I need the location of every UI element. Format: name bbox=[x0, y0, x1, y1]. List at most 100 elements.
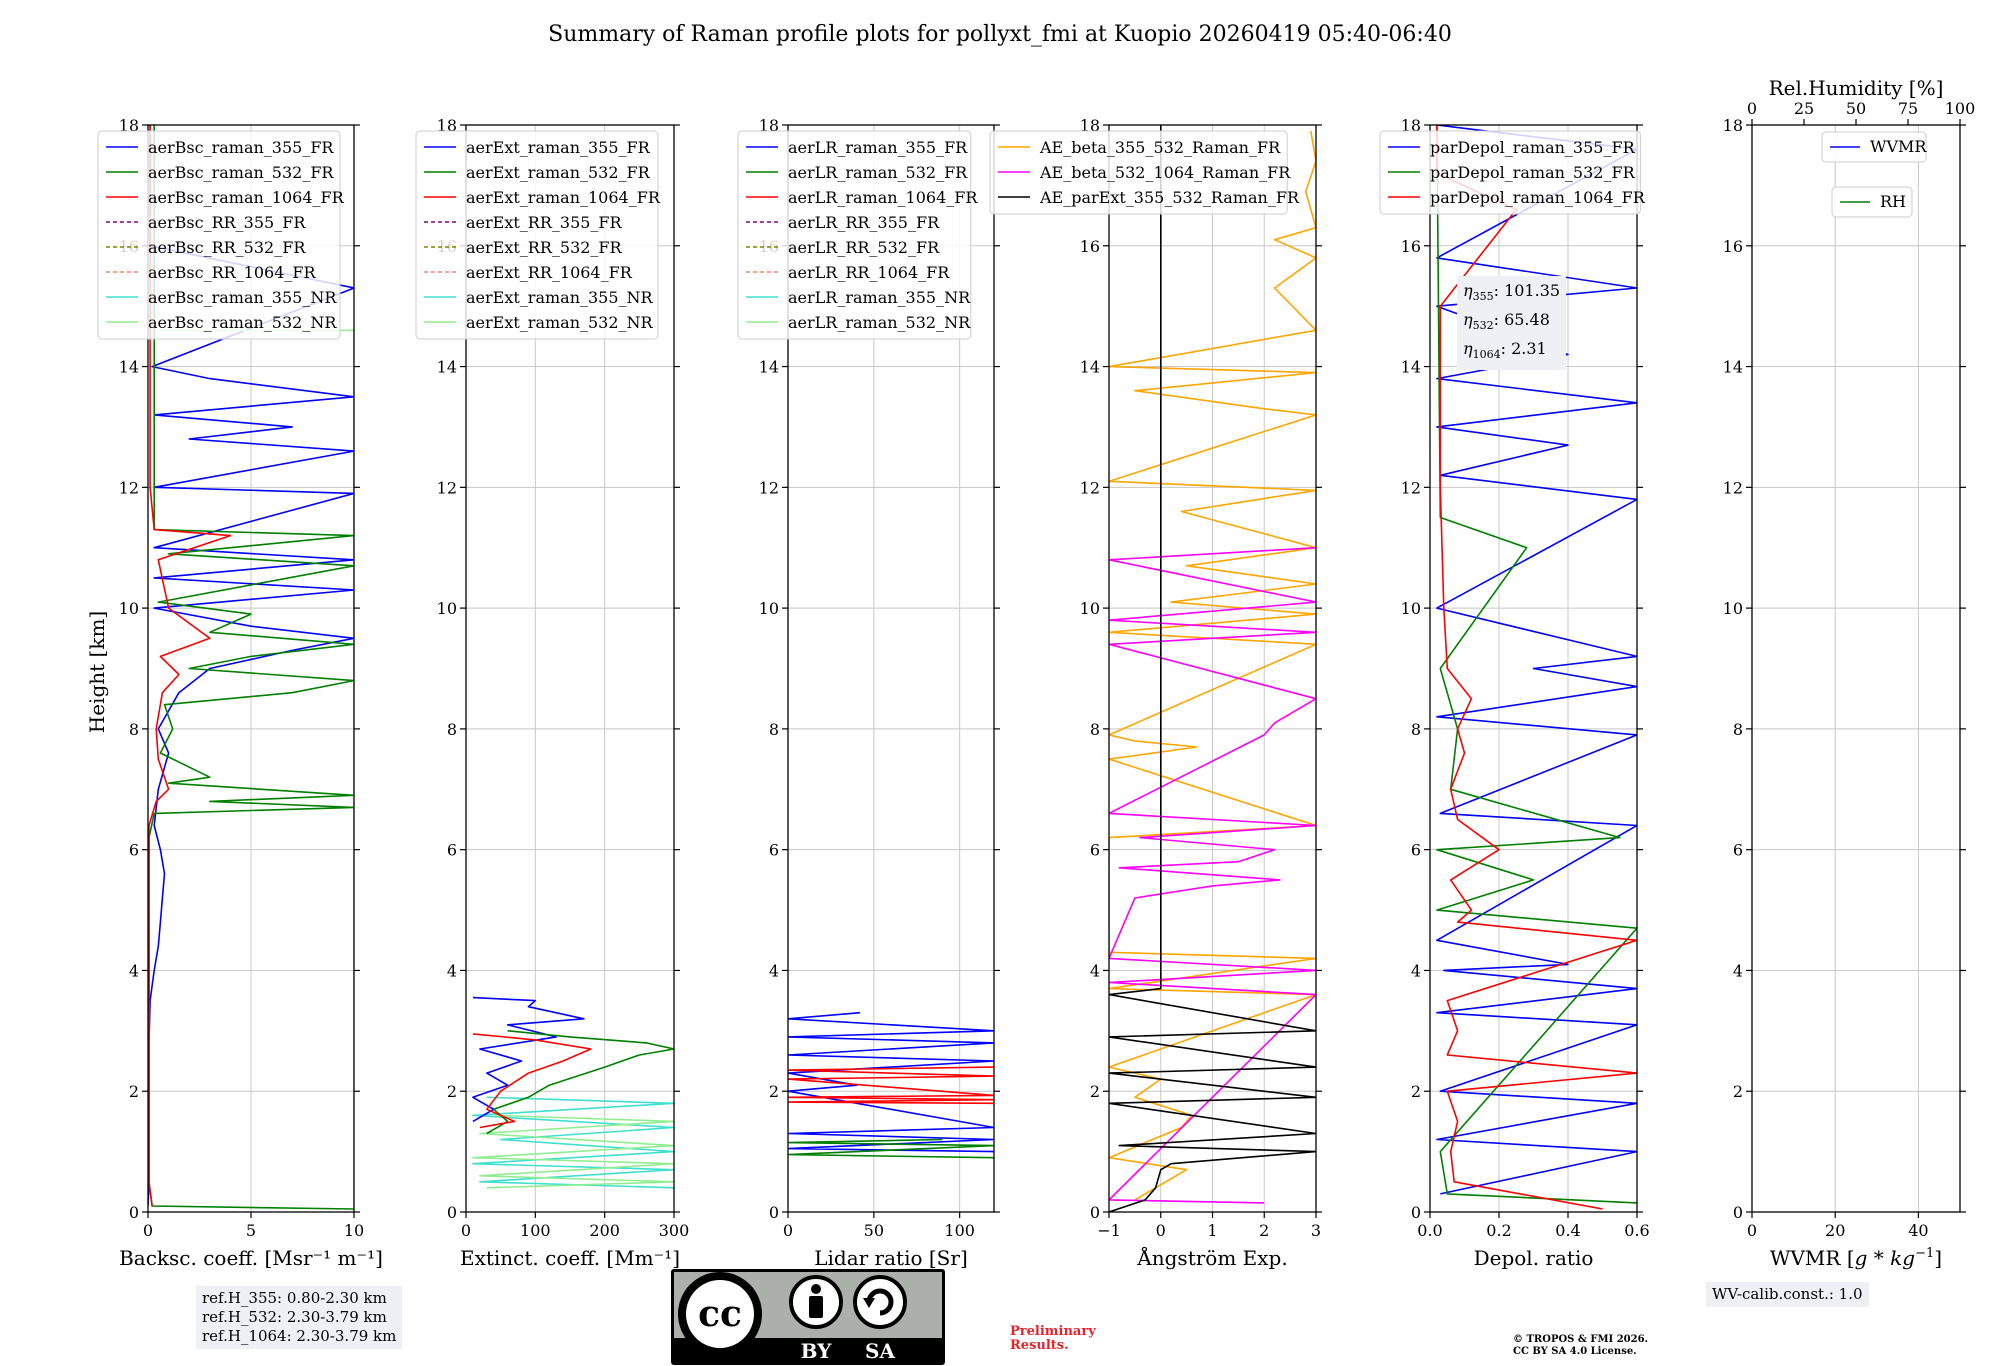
legend-label: aerExt_raman_355_FR bbox=[466, 138, 651, 157]
legend-label: aerLR_raman_355_FR bbox=[788, 138, 968, 157]
y-tick-label: 14 bbox=[437, 358, 457, 377]
svg-text:BY: BY bbox=[801, 1339, 833, 1363]
series-group-depolarization bbox=[1436, 125, 1637, 1210]
x-tick-label: 40 bbox=[1908, 1221, 1928, 1240]
series-line-AE_parExt_355_532_Raman_FR bbox=[1109, 125, 1316, 1212]
x-tick-label: 100 bbox=[520, 1221, 551, 1240]
y-tick-label: 6 bbox=[1411, 841, 1421, 860]
svg-text:SA: SA bbox=[865, 1339, 895, 1363]
y-tick-label: 14 bbox=[1723, 358, 1743, 377]
y-tick-label: 12 bbox=[119, 478, 139, 497]
y-tick-label: 4 bbox=[1090, 961, 1100, 980]
x-tick-label: 0 bbox=[143, 1221, 153, 1240]
legend-label: parDepol_raman_532_FR bbox=[1430, 163, 1636, 182]
y-tick-label: 8 bbox=[1090, 720, 1100, 739]
svg-text:cc: cc bbox=[698, 1293, 742, 1335]
axes-frame-extinction bbox=[465, 124, 675, 1213]
x-axis-label-depolarization: Depol. ratio bbox=[1474, 1246, 1594, 1270]
eta-box: η355: 101.35 η532: 65.48 η1064: 2.31 bbox=[1457, 276, 1567, 370]
legend-label: aerBsc_raman_532_FR bbox=[148, 163, 334, 182]
series-line-parDepol_raman_532_FR bbox=[1436, 125, 1637, 1204]
cc-by-sa-logo: cc BY SA bbox=[671, 1269, 945, 1365]
x-tick-label: 20 bbox=[1825, 1221, 1845, 1240]
y-tick-label: 4 bbox=[769, 961, 779, 980]
x-axis-label-angstrom: Ångström Exp. bbox=[1136, 1245, 1287, 1270]
y-tick-label: 4 bbox=[129, 961, 139, 980]
top-x-tick-label: 0 bbox=[1747, 99, 1757, 118]
legend-label: aerExt_raman_1064_FR bbox=[466, 188, 661, 207]
legend-box bbox=[1821, 131, 1927, 163]
ref-height-355: ref.H_355: 0.80-2.30 km bbox=[202, 1289, 387, 1307]
axes-frame-lidar_ratio bbox=[787, 124, 995, 1213]
legend-label: AE_beta_355_532_Raman_FR bbox=[1039, 138, 1281, 157]
y-tick-label: 2 bbox=[1733, 1082, 1743, 1101]
y-tick-label: 6 bbox=[129, 841, 139, 860]
eta-1064: η1064: 2.31 bbox=[1463, 339, 1547, 362]
y-tick-label: 0 bbox=[769, 1203, 779, 1222]
y-tick-label: 0 bbox=[1733, 1203, 1743, 1222]
legend-label: aerBsc_raman_532_NR bbox=[148, 313, 337, 332]
x-tick-label: 0 bbox=[1156, 1221, 1166, 1240]
series-line-aerExt_raman_532_NR bbox=[472, 1114, 674, 1189]
legend-box bbox=[415, 130, 659, 340]
top-axis-label: Rel.Humidity [%] bbox=[1769, 76, 1944, 100]
panel-lidar_ratio: 050100024681012141618Lidar ratio [Sr]aer… bbox=[737, 116, 1000, 1270]
x-tick-label: 200 bbox=[589, 1221, 620, 1240]
y-tick-label: 8 bbox=[1411, 720, 1421, 739]
y-tick-label: 8 bbox=[1733, 720, 1743, 739]
y-tick-label: 16 bbox=[1080, 237, 1100, 256]
y-tick-label: 14 bbox=[119, 358, 139, 377]
legend-label: aerBsc_raman_355_NR bbox=[148, 288, 337, 307]
y-tick-label: 8 bbox=[129, 720, 139, 739]
eta-355: η355: 101.35 bbox=[1463, 281, 1561, 304]
y-tick-label: 2 bbox=[447, 1082, 457, 1101]
x-tick-label: 1 bbox=[1207, 1221, 1217, 1240]
legend-box bbox=[1831, 186, 1913, 218]
y-tick-label: 12 bbox=[437, 478, 457, 497]
series-line-aerBsc_raman_532_NR bbox=[158, 329, 354, 1211]
series-line-parDepol_raman_1064_FR bbox=[1436, 125, 1637, 1210]
legend-label: aerExt_raman_532_FR bbox=[466, 163, 651, 182]
series-group-lidar_ratio bbox=[788, 1011, 994, 1159]
grid-water_vapor bbox=[1751, 124, 1960, 1213]
x-tick-label: 0.4 bbox=[1555, 1221, 1580, 1240]
legend-label: RH bbox=[1880, 192, 1906, 211]
legend-label: aerLR_RR_532_FR bbox=[788, 238, 940, 257]
series-line-aerBsc_raman_355_FR bbox=[148, 125, 354, 1207]
x-tick-label: 10 bbox=[344, 1221, 364, 1240]
x-axis-label-backscatter: Backsc. coeff. [Msr⁻¹ m⁻¹] bbox=[119, 1246, 383, 1270]
grid-angstrom bbox=[1108, 124, 1317, 1213]
top-x-tick-label: 100 bbox=[1945, 99, 1976, 118]
x-tick-label: 2 bbox=[1259, 1221, 1269, 1240]
legend-label: aerLR_raman_532_FR bbox=[788, 163, 968, 182]
y-axis-label: Height [km] bbox=[85, 611, 109, 733]
y-tick-label: 12 bbox=[1080, 478, 1100, 497]
y-tick-label: 8 bbox=[769, 720, 779, 739]
legend-label: aerLR_raman_355_NR bbox=[788, 288, 971, 307]
x-axis-label-water_vapor: WVMR [g * kg−1] bbox=[1770, 1246, 1942, 1270]
y-tick-label: 18 bbox=[759, 116, 779, 135]
chart-panels: 0510024681012141618Backsc. coeff. [Msr⁻¹… bbox=[97, 76, 1976, 1270]
series-line-aerLR_raman_1064_FR bbox=[788, 1066, 994, 1105]
main-title: Summary of Raman profile plots for polly… bbox=[548, 22, 1452, 47]
legend-box bbox=[97, 130, 341, 340]
legend-label: aerExt_RR_355_FR bbox=[466, 213, 623, 232]
y-tick-label: 18 bbox=[119, 116, 139, 135]
y-tick-label: 14 bbox=[1401, 358, 1421, 377]
legend-extinction: aerExt_raman_355_FR aerExt_raman_532_FRae… bbox=[415, 130, 661, 340]
x-axis-label-lidar_ratio: Lidar ratio [Sr] bbox=[814, 1246, 968, 1270]
y-tick-label: 8 bbox=[447, 720, 457, 739]
x-tick-label: 0 bbox=[783, 1221, 793, 1240]
series-line-aerExt_raman_532_FR bbox=[486, 1030, 674, 1135]
reference-heights-box: ref.H_355: 0.80-2.30 km ref.H_532: 2.30-… bbox=[196, 1286, 403, 1349]
y-tick-label: 12 bbox=[759, 478, 779, 497]
series-line-AE_beta_532_1064_Raman_FR bbox=[1109, 546, 1316, 1204]
y-tick-label: 10 bbox=[119, 599, 139, 618]
y-tick-label: 2 bbox=[1411, 1082, 1421, 1101]
top-x-tick-label: 75 bbox=[1898, 99, 1918, 118]
series-line-aerLR_raman_355_FR bbox=[788, 1011, 994, 1153]
wv-calibration-box: WV-calib.const.: 1.0 bbox=[1706, 1282, 1869, 1307]
legend-wvmr: WVMR bbox=[1821, 131, 1927, 163]
legend-backscatter: aerBsc_raman_355_FR aerBsc_raman_532_FRae… bbox=[97, 130, 345, 340]
y-tick-label: 2 bbox=[769, 1082, 779, 1101]
